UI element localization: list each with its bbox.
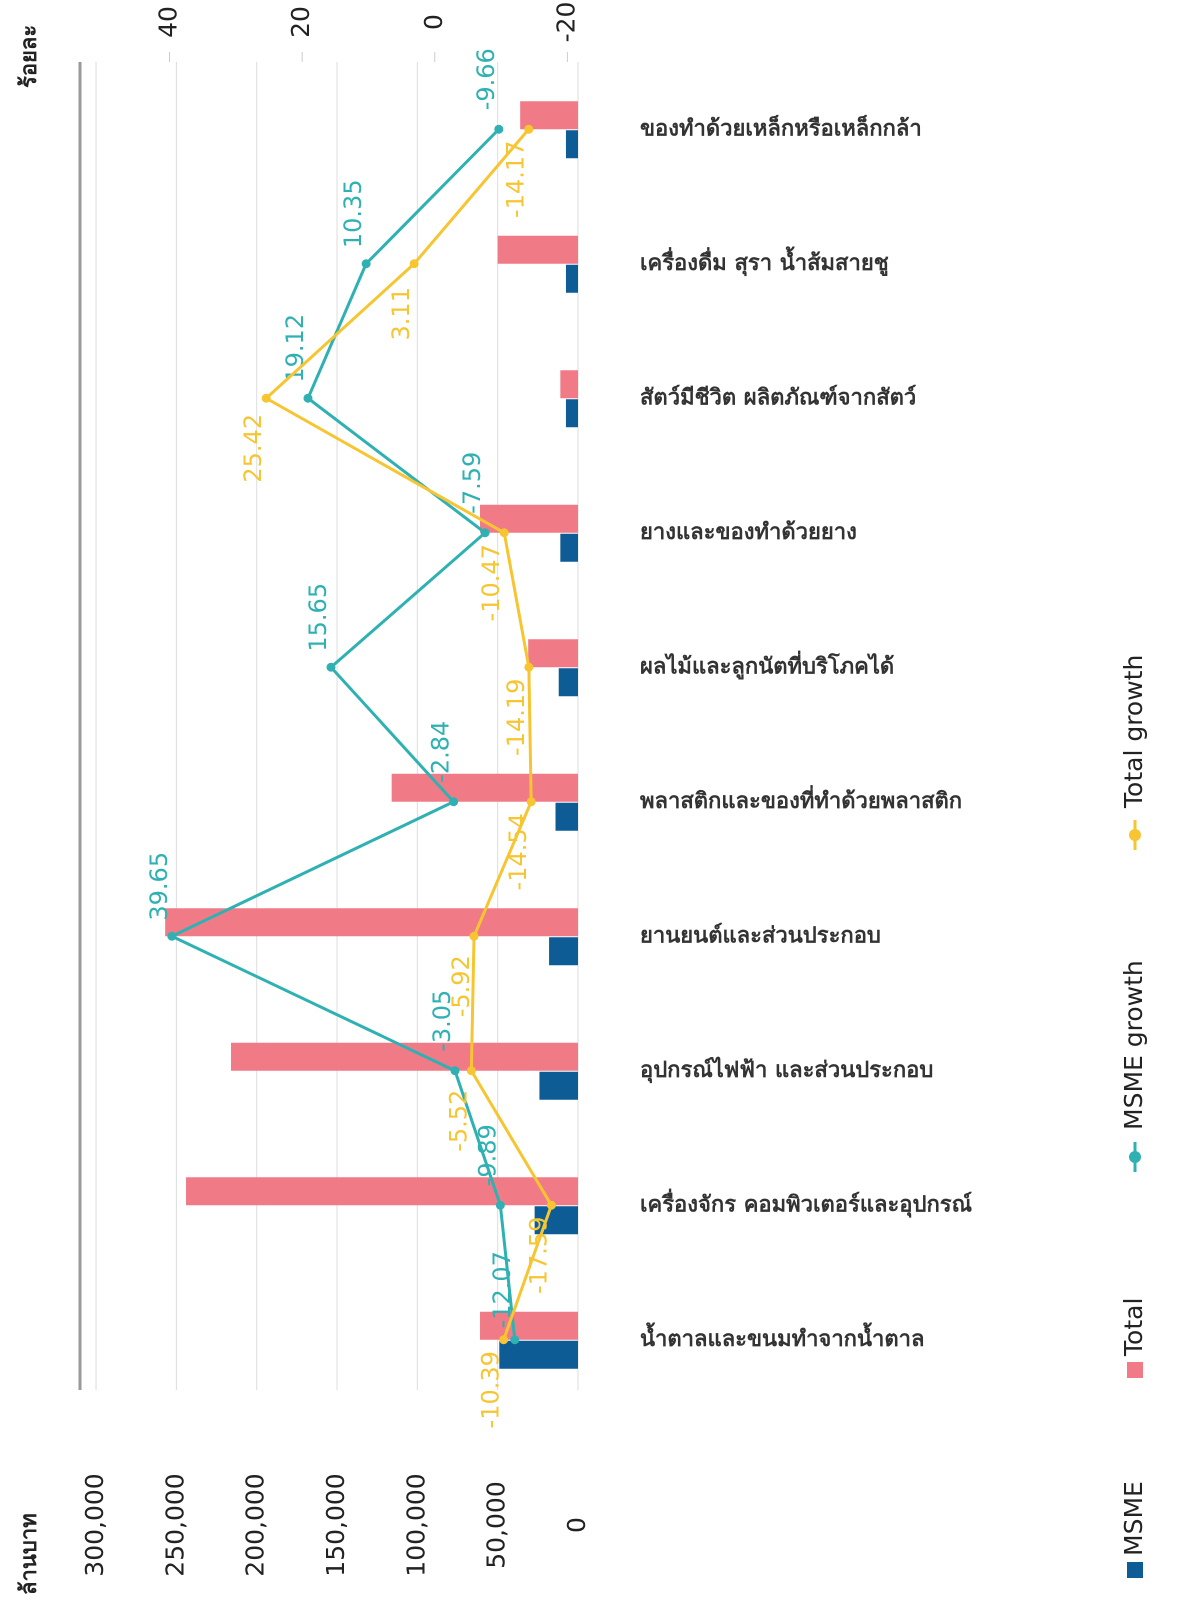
bar [499,1340,578,1369]
point [303,393,313,403]
point [326,662,336,672]
bar [549,937,578,966]
data-label: -14.19 [502,679,530,756]
y-axis-label: ล้านบาท [17,1513,42,1595]
data-label: -10.47 [477,544,505,621]
legend-label: Total growth [1119,655,1148,809]
legend-swatch [1127,1562,1143,1578]
x-tick-label: พลาสติกและของที่ทำด้วยพลาสติก [640,784,962,814]
data-label: -2.84 [427,721,455,783]
point [480,528,490,538]
point [450,1066,460,1076]
bar [539,1071,578,1100]
data-label: -5.52 [444,1090,472,1152]
data-label: 10.35 [339,179,367,248]
bar [391,773,578,802]
y2-tick-label: 40 [154,6,183,38]
point [449,797,459,807]
bar [565,399,578,428]
x-tick-label: ผลไม้และลูกนัตที่บริโภคได้ [640,649,894,680]
line [168,128,517,1340]
bar [565,264,578,293]
x-tick-label: ของทำด้วยเหล็กหรือเหล็กกล้า [640,113,922,141]
data-label: 39.65 [145,852,173,921]
data-label: -10.39 [477,1351,505,1428]
point [469,931,479,941]
data-label: -14.17 [502,141,530,218]
bar [565,130,578,159]
y-tick-label: 250,000 [160,1473,189,1576]
x-tick-label: สัตว์มีชีวิต ผลิตภัณฑ์จากสัตว์ [640,384,916,410]
y-tick-label: 0 [562,1517,591,1533]
x-tick-label: น้ำตาลและขนมทำจากน้ำตาล [640,1322,925,1352]
point [466,1066,476,1076]
y-tick-label: 200,000 [241,1473,270,1576]
y2-tick-label: -20 [551,2,580,43]
data-label: -7.59 [458,452,486,514]
x-tick-label: ยางและของทำด้วยยาง [640,520,857,545]
y-tick-label: 150,000 [321,1473,350,1576]
bar [165,908,578,937]
point [167,931,177,941]
bar [560,370,578,399]
legend-label: Total [1119,1298,1148,1357]
data-label: 3.11 [387,287,415,340]
point [524,124,534,134]
point [510,1335,520,1345]
data-label: -5.92 [447,955,475,1017]
point [261,393,271,403]
point [495,1200,505,1210]
bar [480,1311,578,1340]
x-tick-label: ยานยนต์และส่วนประกอบ [640,922,881,948]
legend-label: MSME [1119,1481,1148,1556]
bar [558,668,578,697]
bar [497,235,578,264]
y-tick-label: 50,000 [482,1481,511,1568]
bar [528,639,578,668]
x-tick-label: เครื่องจักร คอมพิวเตอร์และอุปกรณ์ [640,1187,972,1218]
y-tick-label: 100,000 [401,1473,430,1576]
line [263,128,554,1341]
x-tick-label: อุปกรณ์ไฟฟ้า และส่วนประกอบ [640,1056,933,1084]
data-label: -9.89 [473,1124,501,1186]
y2-tick-label: 0 [419,14,448,30]
point [494,124,504,134]
data-label: 15.65 [304,583,332,652]
bar [560,533,578,562]
data-label: 25.42 [239,414,267,483]
point [499,528,509,538]
x-tick-label: เครื่องดื่ม สุรา น้ำส้มสายชู [640,246,889,277]
point [526,797,536,807]
point [546,1200,556,1210]
bar [186,1177,578,1206]
data-label: -9.66 [472,48,500,110]
bar [520,101,578,130]
data-label: -3.05 [428,990,456,1052]
point [361,259,371,269]
data-label: -17.59 [524,1217,552,1294]
point [499,1335,509,1345]
y2-tick-label: 20 [286,6,315,38]
bar [555,802,578,831]
legend-swatch [1127,1362,1143,1378]
legend-label: MSME growth [1119,960,1148,1130]
legend-swatch [1129,1151,1141,1163]
point [409,259,419,269]
point [524,662,534,672]
y-tick-label: 300,000 [80,1473,109,1576]
y2-axis-label: ร้อยละ [17,25,42,88]
legend-swatch [1129,829,1141,841]
data-label: -14.54 [504,813,532,890]
